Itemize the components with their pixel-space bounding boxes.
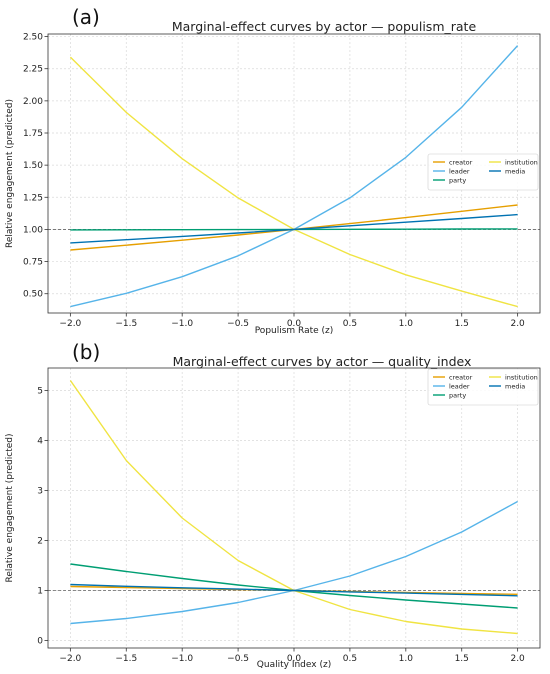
y-tick-label: 1.25 <box>23 193 43 203</box>
chart-panel-a: −2.0 −1.5 −1.0 −0.5 0.0 0.5 1.0 1.5 2.0 0.50 0.75 1… <box>5 5 541 336</box>
x-tick-label: 1.5 <box>455 319 469 329</box>
y-tick-label: 2.50 <box>23 33 43 43</box>
x-tick-label: −1.0 <box>171 319 193 329</box>
x-tick-label: −0.5 <box>227 319 249 329</box>
legend-box <box>427 153 539 191</box>
legend-label-creator: creator <box>449 158 473 166</box>
y-tick-label: 3 <box>37 487 43 497</box>
x-tick-label: 1.5 <box>455 654 469 664</box>
x-tick-label: 0.0 <box>287 654 302 664</box>
legend-label-institution: institution <box>505 158 538 166</box>
y-axis-label: Relative engagement (predicted) <box>5 99 15 248</box>
chart-title: Marginal-effect curves by actor — populi… <box>172 19 477 34</box>
y-tick-label: 0.75 <box>23 258 43 268</box>
legend-label-party: party <box>449 391 466 399</box>
x-tick-label: −1.5 <box>115 654 137 664</box>
x-tick-label: 0.5 <box>343 654 357 664</box>
x-tick-label: −2.0 <box>59 319 81 329</box>
x-tick-label: 0.0 <box>287 319 302 329</box>
panel-label: (a) <box>72 5 100 29</box>
y-tick-label: 1.50 <box>23 161 43 171</box>
x-tick-label: −1.0 <box>171 654 193 664</box>
x-axis-label: Quality Index (z) <box>257 660 331 670</box>
y-tick-label: 2.00 <box>23 97 43 107</box>
y-tick-label: 4 <box>37 437 43 447</box>
y-tick-label: 0.50 <box>23 290 43 300</box>
y-tick-label: 1.75 <box>23 129 43 139</box>
legend-label-party: party <box>449 176 466 184</box>
x-tick-label: 0.5 <box>343 319 357 329</box>
legend-label-leader: leader <box>449 382 470 390</box>
chart-title: Marginal-effect curves by actor — qualit… <box>173 354 472 369</box>
legend-label-media: media <box>505 167 525 175</box>
legend-label-creator: creator <box>449 373 473 381</box>
y-tick-label: 0 <box>37 637 43 647</box>
panel-label: (b) <box>72 340 100 364</box>
y-tick-label: 1.00 <box>23 225 43 235</box>
x-tick-label: −0.5 <box>227 654 249 664</box>
x-tick-label: 2.0 <box>510 319 525 329</box>
y-tick-label: 2 <box>37 537 43 547</box>
series-line-institution <box>69 380 518 635</box>
y-tick-label: 5 <box>37 387 43 397</box>
chart-panel-b: −2.0 −1.5 −1.0 −0.5 0.0 0.5 1.0 1.5 2.0 0 1 2 3 4 5 (b)… <box>5 340 541 670</box>
legend-label-institution: institution <box>505 373 538 381</box>
x-tick-label: 1.0 <box>399 654 414 664</box>
series-line-media <box>70 213 518 244</box>
y-tick-label: 2.25 <box>23 65 43 75</box>
x-axis-label: Populism Rate (z) <box>255 326 334 336</box>
x-tick-label: 1.0 <box>399 319 414 329</box>
legend-label-media: media <box>505 382 525 390</box>
legend-box <box>427 368 539 406</box>
y-axis-label: Relative engagement (predicted) <box>5 434 15 583</box>
x-tick-label: −2.0 <box>59 654 81 664</box>
y-tick-label: 1 <box>37 587 43 597</box>
x-tick-label: 2.0 <box>510 654 525 664</box>
x-tick-label: −1.5 <box>115 319 137 329</box>
legend-label-leader: leader <box>449 167 470 175</box>
series-line-media <box>70 583 518 597</box>
